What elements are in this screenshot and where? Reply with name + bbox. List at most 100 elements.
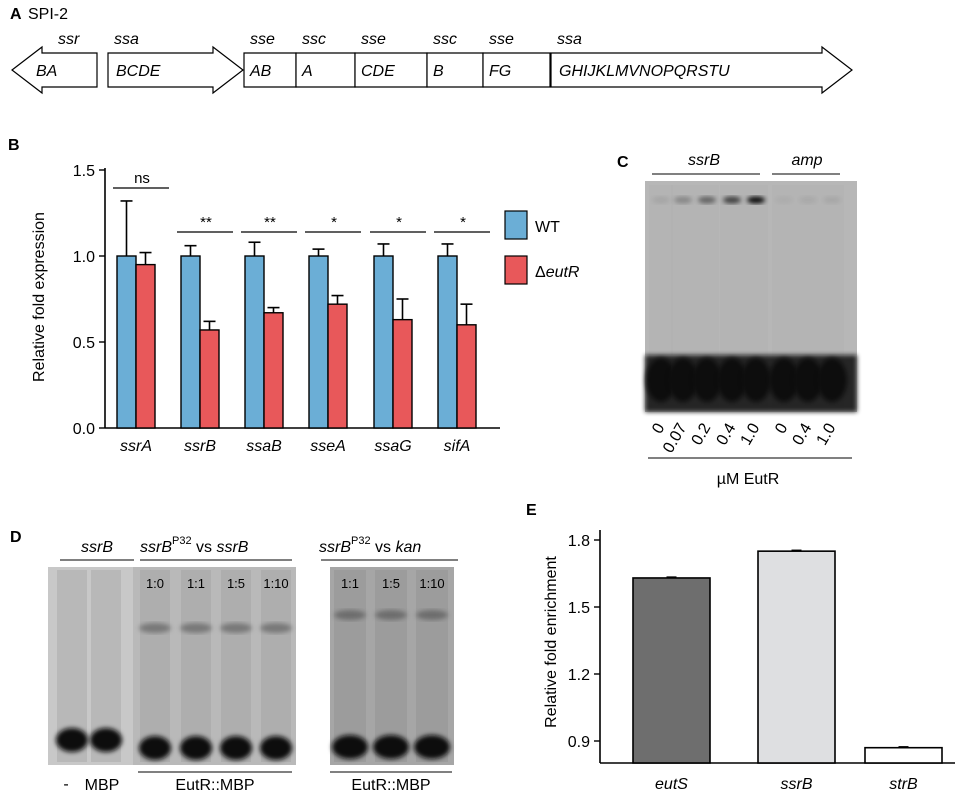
gel-d-lane <box>261 570 291 762</box>
legend-swatch <box>504 210 528 240</box>
gel-d-lane <box>375 570 407 762</box>
legend-label: ΔeutR <box>535 264 580 281</box>
panel-b: B Relative fold expression 0.0 0.5 1.0 1.5 s… <box>8 137 580 455</box>
gel-c-xlabel: µM EutR <box>717 471 780 488</box>
gene-ssa-ghijklmvnopqrstu <box>550 45 853 95</box>
panel-c-letter: C <box>617 154 629 171</box>
gene-ssa-bcde <box>107 45 244 95</box>
bar-ssaB-wt <box>244 255 265 429</box>
x-tick-label: ssrB <box>184 438 216 455</box>
gel-c-shifted-band <box>723 196 741 204</box>
chart-b: 0.00.51.01.5ssrAnsssrB**ssaB**sseA*ssaG*… <box>73 163 580 455</box>
gel-d-ratio-label: 1:0 <box>146 576 164 591</box>
legend: WT ΔeutR <box>504 210 580 285</box>
gel-c-shifted-band <box>775 196 793 204</box>
gel-c-lane-label: 0.4 <box>714 420 740 448</box>
panel-d: D ssrB ssrBP32 vs ssrB ssrBP32 vs kan 1:… <box>10 529 458 794</box>
gel-d-ratio-label: 1:1 <box>187 576 205 591</box>
gel-d-right <box>330 567 454 765</box>
gel-d-free-probe-band <box>220 736 252 760</box>
gene-label: BA <box>36 63 57 80</box>
gel-d-eutr-2: EutR::MBP <box>351 777 430 794</box>
gel-c-label-amp: amp <box>791 152 822 169</box>
panel-b-ylabel: Relative fold expression <box>31 212 48 382</box>
gel-d-ratio-label: 1:10 <box>263 576 288 591</box>
gel-c-shifted-band <box>674 196 692 204</box>
gel-d-free-probe-band <box>373 735 409 759</box>
bar-ssrA-eutr <box>135 263 156 429</box>
significance-label: * <box>331 214 337 231</box>
significance-label: * <box>396 214 402 231</box>
gel-d-minus: - <box>63 776 68 793</box>
gel-d-free-probe-band <box>56 728 88 752</box>
panel-e-ylabel: Relative fold enrichment <box>543 556 560 728</box>
significance-label: * <box>460 214 466 231</box>
y-tick-label: 1.2 <box>568 667 590 684</box>
significance-label: ** <box>200 214 212 231</box>
gel-d-free-probe-band <box>260 736 292 760</box>
gel-d-shifted-band <box>416 610 448 620</box>
gel-d-header-3: ssrBP32 vs kan <box>319 535 421 556</box>
gel-d-mbp: MBP <box>85 777 120 794</box>
gel-c-shifted-band <box>823 196 841 204</box>
gel-d-lane <box>334 570 366 762</box>
bar-eutS <box>632 577 711 764</box>
gel-d-free-probe-band <box>332 735 368 759</box>
gel-c-shifted-band <box>652 196 670 204</box>
gene-label: BCDE <box>116 63 161 80</box>
bar-ssrB-wt <box>180 255 201 429</box>
gel-d-shifted-band <box>260 623 292 633</box>
gel-d-lane <box>416 570 448 762</box>
bar-sseA-eutr <box>327 303 348 429</box>
gene-label: CDE <box>361 63 395 80</box>
bar-ssaB-eutr <box>263 312 284 429</box>
bar-ssaG-eutr <box>392 318 413 429</box>
panel-d-letter: D <box>10 529 22 546</box>
y-tick-label: 1.8 <box>568 533 590 550</box>
bar-sifA-wt <box>437 255 458 429</box>
gel-d-ratio-label: 1:10 <box>419 576 444 591</box>
gel-d-free-probe-band <box>180 736 212 760</box>
gel-d-free-probe-band <box>139 736 171 760</box>
operon-label: ssa <box>114 31 139 48</box>
panel-c: C ssrB amp 00.070.2 0.41.0 00.41.0 µM EutR <box>617 152 857 488</box>
bar-ssrB <box>757 550 836 764</box>
operon-label: ssr <box>58 31 80 48</box>
operon-label: ssa <box>557 31 582 48</box>
bar-ssrB-eutr <box>199 329 220 429</box>
bar-ssrA-wt <box>116 255 137 429</box>
chart-e: 0.9 1.2 1.5 1.8 eutS ssrB strB <box>568 530 955 793</box>
operon-label: ssc <box>302 31 326 48</box>
x-tick-label: sseA <box>310 438 346 455</box>
x-tick-label: ssrA <box>120 438 152 455</box>
gel-c-lane-label: 1.0 <box>738 420 764 448</box>
gel-d-shifted-band <box>375 610 407 620</box>
x-tick-label: ssrB <box>781 776 813 793</box>
gel-c-lane-label: 0.07 <box>660 420 690 456</box>
gel-c-lane-label: 1.0 <box>814 420 840 448</box>
legend-swatch <box>504 255 528 285</box>
significance-label: ns <box>134 170 150 187</box>
panel-e-letter: E <box>526 502 537 519</box>
bar-sifA-eutr <box>456 324 477 429</box>
gel-c-lane-label: 0.4 <box>790 420 816 448</box>
gel-d-left <box>48 567 296 765</box>
x-tick-label: ssaB <box>246 438 282 455</box>
gel-d-lane <box>140 570 170 762</box>
operon-label: sse <box>489 31 514 48</box>
panel-a-title: SPI-2 <box>28 6 68 23</box>
gel-d-free-probe-band <box>90 728 122 752</box>
gel-c-shifted-band <box>698 196 716 204</box>
gel-d-ratio-label: 1:5 <box>382 576 400 591</box>
gel-d-eutr-1: EutR::MBP <box>175 777 254 794</box>
operon-label: sse <box>250 31 275 48</box>
x-tick-label: ssaG <box>374 438 411 455</box>
gene-label: GHIJKLMVNOPQRSTU <box>559 63 730 80</box>
gel-c-label-ssrb: ssrB <box>688 152 720 169</box>
gel-c-lane-label: 0 <box>649 420 668 436</box>
gel-d-shifted-band <box>220 623 252 633</box>
bar-strB <box>864 746 943 764</box>
gel-c-lane-label: 0.2 <box>689 420 715 448</box>
